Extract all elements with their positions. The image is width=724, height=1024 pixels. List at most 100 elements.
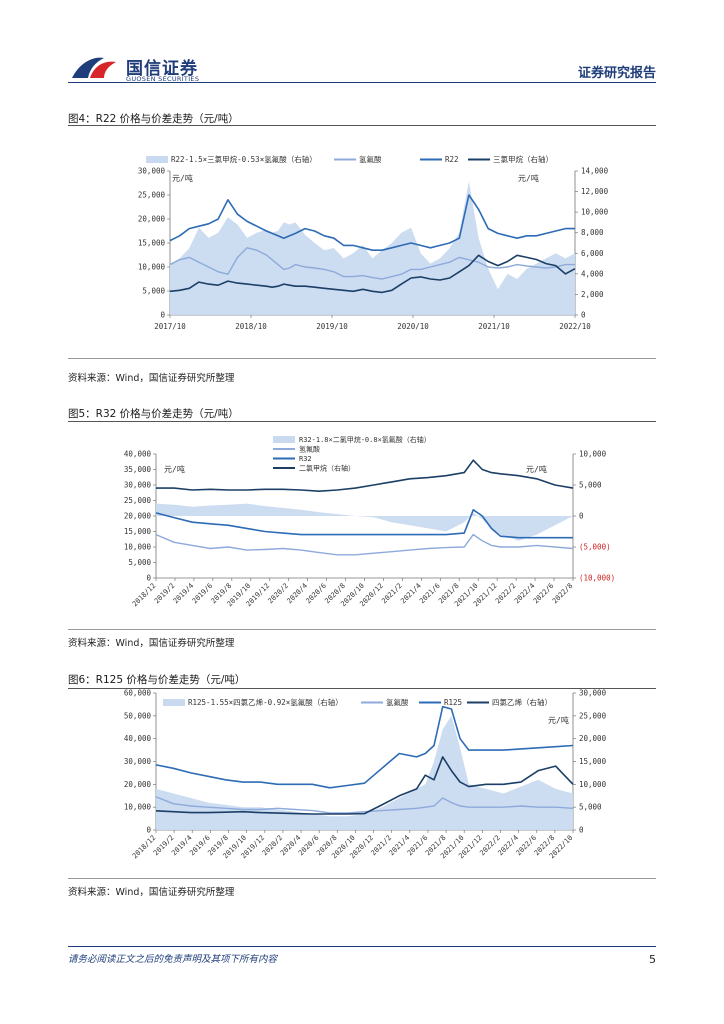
series-line-2 xyxy=(155,509,573,539)
y-left-tick-label: 10,000 xyxy=(138,263,166,272)
legend-swatch-area xyxy=(163,699,185,706)
header-divider xyxy=(68,82,656,83)
y-right-tick-label: 0 xyxy=(581,311,586,320)
figure-4-title: 图4：R22 价格与价差走势（元/吨） xyxy=(68,113,239,125)
figure-5-source-rule xyxy=(68,629,656,630)
footer-divider xyxy=(68,946,656,947)
y-right-tick-label: 0 xyxy=(579,512,584,521)
series-line-1 xyxy=(155,796,574,814)
series-line-2 xyxy=(155,705,574,789)
series-line-3 xyxy=(156,459,574,492)
y-left-tick-label: 40,000 xyxy=(124,450,152,459)
y-left-tick-label: 5,000 xyxy=(128,558,151,567)
series-line-3 xyxy=(155,756,574,815)
y-right-tick-label: 20,000 xyxy=(579,734,607,743)
figure-4-chart: 30,000 25,000 20,000 15,000 10,000 5,000 0 14,0… xyxy=(138,154,609,331)
x-tick-label: 2018/12 xyxy=(131,834,158,861)
y-left-tick-label: 30,000 xyxy=(138,167,166,176)
legend-label: R32 xyxy=(299,455,312,463)
y-right-tick-label: 4,000 xyxy=(581,269,604,278)
y-left-tick-label: 10,000 xyxy=(124,543,152,552)
legend-label: 氢氟酸 xyxy=(359,154,382,164)
y-left-tick-label: 5,000 xyxy=(142,287,165,296)
figure-5-chart: 40,000 35,000 30,000 25,000 20,000 15,000 10,0… xyxy=(124,435,615,609)
series-line-1 xyxy=(169,247,575,280)
legend-label: R125-1.55×四氯乙烯-0.92×氢氟酸（右轴） xyxy=(188,697,343,707)
legend-label: 四氯乙烯（右轴） xyxy=(492,697,552,707)
figure-6-source: 资料来源：Wind，国信证券研究所整理 xyxy=(68,887,235,898)
report-type: 证券研究报告 xyxy=(577,66,656,81)
left-unit-label: 元/吨 xyxy=(164,464,185,474)
figure-4-rule xyxy=(68,125,656,126)
y-right-tick-label: 25,000 xyxy=(579,711,607,720)
series-area-spread xyxy=(156,503,573,541)
logo-subtitle: GUOSEN SECURITIES xyxy=(126,75,200,83)
legend-label: 氢氟酸 xyxy=(386,697,409,707)
x-tick-label: 2018/10 xyxy=(235,322,267,331)
x-tick-label: 2018/12 xyxy=(131,582,158,609)
x-tick-label: 2019/10 xyxy=(316,322,348,331)
legend-label: 氢氟酸 xyxy=(299,445,320,454)
right-unit-label: 元/吨 xyxy=(548,715,569,725)
footer-disclaimer: 请务必阅读正文之后的免责声明及其项下所有内容 xyxy=(68,954,278,965)
figure-6-source-rule xyxy=(68,878,656,879)
y-left-tick-label: 25,000 xyxy=(138,191,166,200)
legend-label: R32-1.8×二氯甲烷-0.8×氢氟酸（右轴） xyxy=(299,435,431,444)
figure-4-source: 资料来源：Wind，国信证券研究所整理 xyxy=(68,373,235,384)
figure-5-rule xyxy=(68,421,656,422)
y-right-tick-label: 10,000 xyxy=(579,450,607,459)
y-right-tick-label: 6,000 xyxy=(581,249,604,258)
page-number: 5 xyxy=(649,953,656,966)
series-line-3 xyxy=(169,254,576,294)
series-area-spread xyxy=(156,715,573,830)
y-right-tick-label: 0 xyxy=(579,826,584,835)
x-tick-label: 2022/8 xyxy=(551,582,575,606)
legend-label: R22 xyxy=(445,155,459,164)
legend-label: 三氯甲烷（右轴） xyxy=(493,154,553,164)
y-left-tick-label: 40,000 xyxy=(124,734,152,743)
y-left-tick-label: 0 xyxy=(146,574,151,583)
y-right-tick-label: 10,000 xyxy=(579,780,607,789)
y-left-tick-label: 50,000 xyxy=(124,711,152,720)
y-left-tick-label: 20,000 xyxy=(124,512,152,521)
left-unit-label: 元/吨 xyxy=(172,173,193,183)
y-right-tick-label: 8,000 xyxy=(581,228,604,237)
series-line-1 xyxy=(155,533,574,556)
y-left-tick-label: 10,000 xyxy=(124,803,152,812)
right-unit-label: 元/吨 xyxy=(518,173,539,183)
legend-label: R125 xyxy=(444,698,462,707)
series-area-spread xyxy=(170,181,575,315)
figure-6-title: 图6：R125 价格与价差走势（元/吨） xyxy=(68,674,246,686)
y-right-tick-label: 2,000 xyxy=(581,290,604,299)
legend-swatch-area xyxy=(146,156,168,163)
y-right-tick-label: (5,000) xyxy=(579,543,611,552)
y-right-tick-label: 10,000 xyxy=(581,208,609,217)
y-left-tick-label: 20,000 xyxy=(138,215,166,224)
legend-swatch-area xyxy=(273,436,295,443)
figure-5-title: 图5：R32 价格与价差走势（元/吨） xyxy=(68,408,239,420)
y-right-tick-label: (10,000) xyxy=(579,574,615,583)
right-unit-label: 元/吨 xyxy=(526,464,547,474)
y-left-tick-label: 15,000 xyxy=(138,239,166,248)
y-right-tick-label: 15,000 xyxy=(579,757,607,766)
legend-label: R22-1.5×三氯甲烷-0.53×氢氟酸（右轴） xyxy=(171,154,317,164)
y-left-tick-label: 25,000 xyxy=(124,496,152,505)
y-right-tick-label: 5,000 xyxy=(579,803,602,812)
logo-name: 国信证券 xyxy=(126,59,198,79)
y-left-tick-label: 30,000 xyxy=(124,757,152,766)
y-left-tick-label: 20,000 xyxy=(124,780,152,789)
legend-label: 二氯甲烷（右轴） xyxy=(299,464,355,473)
figure-5-source: 资料来源：Wind，国信证券研究所整理 xyxy=(68,638,235,649)
x-tick-label: 2022/10 xyxy=(559,322,591,331)
y-left-tick-label: 15,000 xyxy=(124,527,152,536)
figure-4-source-rule xyxy=(68,358,656,359)
y-left-tick-label: 35,000 xyxy=(124,465,152,474)
figure-6-rule xyxy=(68,688,656,689)
x-tick-label: 2020/10 xyxy=(397,322,429,331)
x-tick-label: 2021/10 xyxy=(478,322,510,331)
series-line-2 xyxy=(169,194,575,251)
y-right-tick-label: 30,000 xyxy=(579,689,607,698)
y-left-tick-label: 60,000 xyxy=(124,689,152,698)
y-right-tick-label: 12,000 xyxy=(581,187,609,196)
y-right-tick-label: 5,000 xyxy=(579,481,602,490)
